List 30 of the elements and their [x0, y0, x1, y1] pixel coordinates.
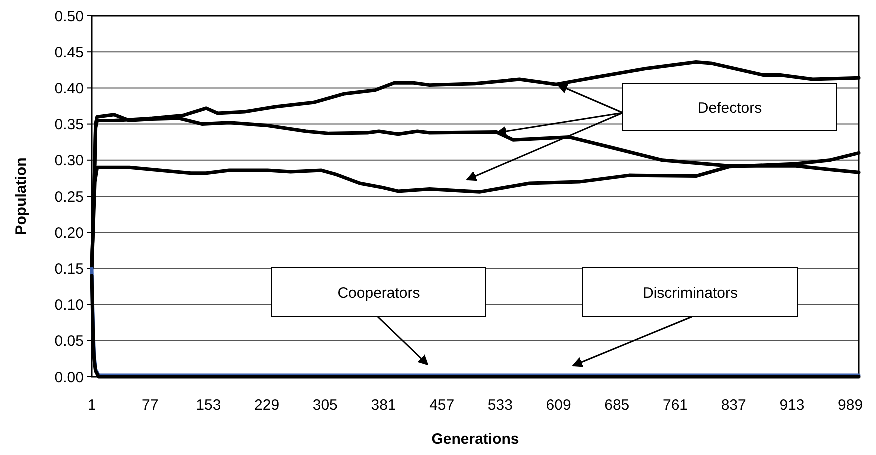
y-tick-label: 0.40 — [54, 80, 84, 98]
x-tick-label: 229 — [254, 397, 280, 414]
x-tick-label: 381 — [371, 397, 396, 414]
x-tick-label: 305 — [312, 397, 338, 414]
x-tick-label: 761 — [662, 397, 688, 414]
x-tick-label: 989 — [838, 397, 864, 414]
annotation: Defectors — [698, 100, 762, 117]
y-tick-label: 0.20 — [54, 224, 84, 242]
y-tick-label: 0.10 — [54, 297, 84, 314]
y-tick-label: 0.00 — [54, 369, 84, 386]
annotation: Discriminators — [642, 284, 738, 302]
y-tick-label: 0.50 — [54, 8, 84, 26]
x-axis-title: Generations — [432, 431, 520, 448]
y-tick-label: 0.35 — [54, 116, 84, 134]
y-tick-label: 0.15 — [54, 260, 84, 278]
y-tick-label: 0.30 — [54, 152, 84, 170]
y-tick-label: 0.45 — [54, 44, 84, 62]
y-tick-label: 0.25 — [54, 188, 84, 206]
x-tick-label: 533 — [488, 397, 513, 414]
x-tick-label: 609 — [546, 397, 572, 414]
x-tick-label: 1 — [88, 397, 96, 414]
x-tick-label: 837 — [721, 397, 746, 414]
annotation: Cooperators — [338, 284, 420, 302]
x-tick-label: 913 — [780, 397, 805, 414]
y-axis-title: Population — [13, 158, 30, 236]
y-tick-label: 0.05 — [54, 333, 84, 350]
x-tick-label: 685 — [604, 397, 630, 414]
x-tick-label: 153 — [196, 397, 222, 414]
x-tick-label: 457 — [430, 397, 455, 414]
x-tick-label: 77 — [142, 397, 159, 414]
